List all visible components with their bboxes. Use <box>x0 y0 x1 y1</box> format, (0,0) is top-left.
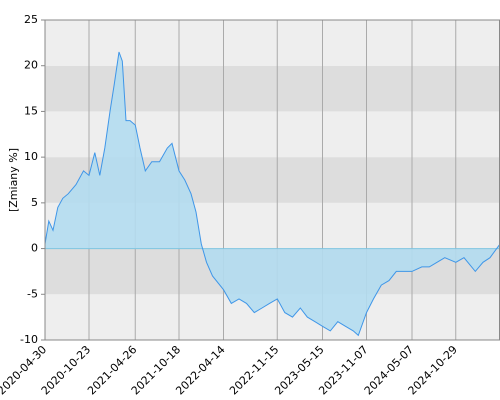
y-tick-label: 15 <box>24 104 38 117</box>
y-tick-label: -10 <box>20 333 38 346</box>
y-tick-label: 0 <box>31 242 38 255</box>
y-tick-label: 10 <box>24 150 38 163</box>
line <box>44 51 500 337</box>
y-axis-label: [Zmiany %] <box>7 148 20 212</box>
y-tick-label: 5 <box>31 196 38 209</box>
area <box>45 52 500 336</box>
y-tick-label: 25 <box>24 13 38 26</box>
y-tick-label: -5 <box>27 287 38 300</box>
y-tick-label: 20 <box>24 59 38 72</box>
background-band <box>45 20 500 66</box>
